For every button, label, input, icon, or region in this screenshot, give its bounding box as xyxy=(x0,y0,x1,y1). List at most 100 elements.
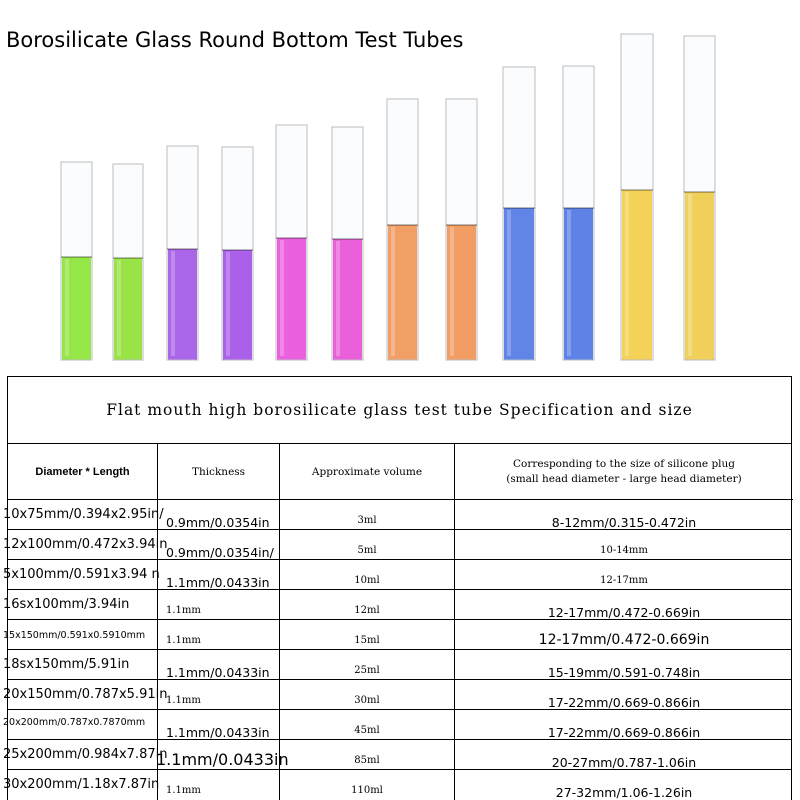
table-cell-volume: 25ml xyxy=(280,650,455,679)
table-cell-dimension: 5x100mm/0.591x3.94 n xyxy=(3,560,160,589)
tube-highlight xyxy=(625,192,629,356)
cell-text-dimension: 5x100mm/0.591x3.94 n xyxy=(3,567,160,582)
tube-glass xyxy=(386,98,419,361)
table-cell-thickness: 1.1mm xyxy=(158,590,280,619)
cell-text-plug: 20-27mm/0.787-1.06in xyxy=(551,755,697,770)
table-cell-dimension: 10x75mm/0.394x2.95in/ xyxy=(3,500,164,529)
table-cell-plug: 17-22mm/0.669-0.866in xyxy=(455,680,793,710)
column-header-volume: Approximate volume xyxy=(280,444,455,500)
table-cell-dimension: 18sx150mm/5.91in xyxy=(3,650,158,679)
tube-glass xyxy=(60,161,93,361)
table-row: 5x100mm/0.591x3.94 n 1.1mm/0.0433in 10ml 12… xyxy=(3,560,793,590)
cell-text-thickness: 0.9mm/0.0354in/ xyxy=(166,545,274,560)
tube-liquid xyxy=(168,249,197,360)
cell-text-dimension: 20x150mm/0.787x5.91in xyxy=(3,687,168,702)
tube-liquid xyxy=(62,257,91,360)
test-tubes-illustration xyxy=(60,33,716,361)
tube-glass xyxy=(331,126,364,361)
tube-highlight xyxy=(391,227,395,356)
table-cell-volume: 5ml xyxy=(280,530,455,559)
cell-text-dimension: 18sx150mm/5.91in xyxy=(3,657,130,672)
table-row: 18sx150mm/5.91in 1.1mm/0.0433in 25ml 15-19m… xyxy=(3,650,793,680)
table-cell-thickness: 1.1mm/0.0433in xyxy=(158,710,280,740)
tube-liquid xyxy=(223,250,252,360)
table-cell-thickness: 1.1mm xyxy=(158,770,280,800)
table-cell-volume: 85ml xyxy=(280,740,455,769)
test-tube xyxy=(166,145,199,361)
table-cell-thickness: 0.9mm/0.0354in/ xyxy=(158,530,280,560)
tube-glass xyxy=(275,124,308,361)
cell-text-volume: 110ml xyxy=(351,785,383,796)
cell-text-plug: 17-22mm/0.669-0.866in xyxy=(547,695,701,710)
tube-glass xyxy=(166,145,199,361)
cell-text-plug: 27-32mm/1.06-1.26in xyxy=(555,785,693,800)
table-cell-plug: 12-17mm/0.472-0.669in xyxy=(455,590,793,620)
tube-glass xyxy=(445,98,478,361)
cell-text-thickness: 1.1mm/0.0433in xyxy=(166,665,270,680)
tube-liquid xyxy=(114,258,142,360)
tube-glass xyxy=(502,66,536,361)
table-cell-thickness: 1.1mm/0.0433in xyxy=(156,740,289,769)
cell-text-thickness: 1.1mm/0.0433in xyxy=(156,750,289,769)
tube-liquid xyxy=(277,238,306,360)
table-row: 15x150mm/0.591x0.5910mm 1.1mm 15ml 12-17mm/… xyxy=(3,620,793,650)
table-row: 16sx100mm/3.94in 1.1mm 12ml 12-17mm/0.472-0… xyxy=(3,590,793,620)
table-cell-volume: 30ml xyxy=(280,680,455,709)
cell-text-dimension: 10x75mm/0.394x2.95in/ xyxy=(3,507,164,522)
cell-text-plug: 12-17mm/0.472-0.669in xyxy=(538,632,710,648)
table-cell-plug: 12-17mm/0.472-0.669in xyxy=(455,620,793,649)
cell-text-plug: 8-12mm/0.315-0.472in xyxy=(551,515,697,530)
table-cell-plug: 27-32mm/1.06-1.26in xyxy=(455,770,793,800)
cell-text-volume: 10ml xyxy=(354,575,380,586)
spec-table-heading: Flat mouth high borosilicate glass test … xyxy=(8,377,791,444)
tube-highlight xyxy=(280,240,284,356)
test-tube xyxy=(502,66,536,361)
cell-text-volume: 12ml xyxy=(354,605,380,616)
cell-text-plug: 10-14mm xyxy=(600,545,648,556)
cell-text-dimension: 15x150mm/0.591x0.5910mm xyxy=(3,630,146,641)
tube-highlight xyxy=(567,210,571,356)
cell-text-thickness: 0.9mm/0.0354in xyxy=(166,515,270,530)
cell-text-dimension: 25x200mm/0.984x7.87in xyxy=(3,747,168,762)
tube-liquid xyxy=(333,239,362,360)
tube-glass xyxy=(562,65,595,361)
cell-text-plug: 12-17mm/0.472-0.669in xyxy=(547,605,701,620)
table-cell-dimension: 16sx100mm/3.94in xyxy=(3,590,158,619)
spec-table: Flat mouth high borosilicate glass test … xyxy=(3,376,793,800)
table-cell-plug: 15-19mm/0.591-0.748in xyxy=(455,650,793,680)
table-cell-plug: 8-12mm/0.315-0.472in xyxy=(455,500,793,530)
tube-highlight xyxy=(688,194,692,356)
page-title: Borosilicate Glass Round Bottom Test Tub… xyxy=(6,28,464,52)
table-cell-volume: 3ml xyxy=(280,500,455,529)
table-cell-volume: 15ml xyxy=(280,620,455,649)
table-cell-thickness: 1.1mm xyxy=(158,620,280,649)
cell-text-dimension: 16sx100mm/3.94in xyxy=(3,597,130,612)
test-tube xyxy=(331,126,364,361)
table-cell-plug: 12-17mm xyxy=(455,560,793,589)
table-cell-plug: 20-27mm/0.787-1.06in xyxy=(455,740,793,770)
test-tube xyxy=(445,98,478,361)
cell-text-volume: 5ml xyxy=(357,545,377,556)
cell-text-dimension: 12x100mm/0.472x3.94in xyxy=(3,537,168,552)
tube-liquid xyxy=(388,225,417,360)
table-cell-dimension: 30x200mm/1.18x7.87in xyxy=(3,770,159,800)
tube-glass xyxy=(112,163,144,361)
table-row: 20x200mm/0.787x0.7870mm 1.1mm/0.0433in 45m… xyxy=(3,710,791,740)
tube-highlight xyxy=(171,251,175,356)
tube-liquid xyxy=(685,192,714,360)
test-tube xyxy=(562,65,595,361)
table-cell-thickness: 1.1mm/0.0433in xyxy=(158,650,280,680)
tube-liquid xyxy=(504,208,534,360)
column-header-plug: Corresponding to the size of silicone pl… xyxy=(455,444,793,500)
test-tube xyxy=(112,163,144,361)
column-header-plug-line1: Corresponding to the size of silicone pl… xyxy=(512,457,736,470)
column-header-thickness: Thickness xyxy=(158,444,280,500)
cell-text-plug: 12-17mm xyxy=(600,575,648,586)
table-cell-volume: 10ml xyxy=(280,560,455,589)
cell-text-thickness: 1.1mm/0.0433in xyxy=(166,575,270,590)
cell-text-thickness: 1.1mm/0.0433in xyxy=(166,725,270,740)
cell-text-volume: 45ml xyxy=(354,725,380,736)
table-cell-dimension: 20x150mm/0.787x5.91in xyxy=(3,680,167,709)
tube-glass xyxy=(683,35,716,361)
table-cell-dimension: 20x200mm/0.787x0.7870mm xyxy=(3,710,158,739)
